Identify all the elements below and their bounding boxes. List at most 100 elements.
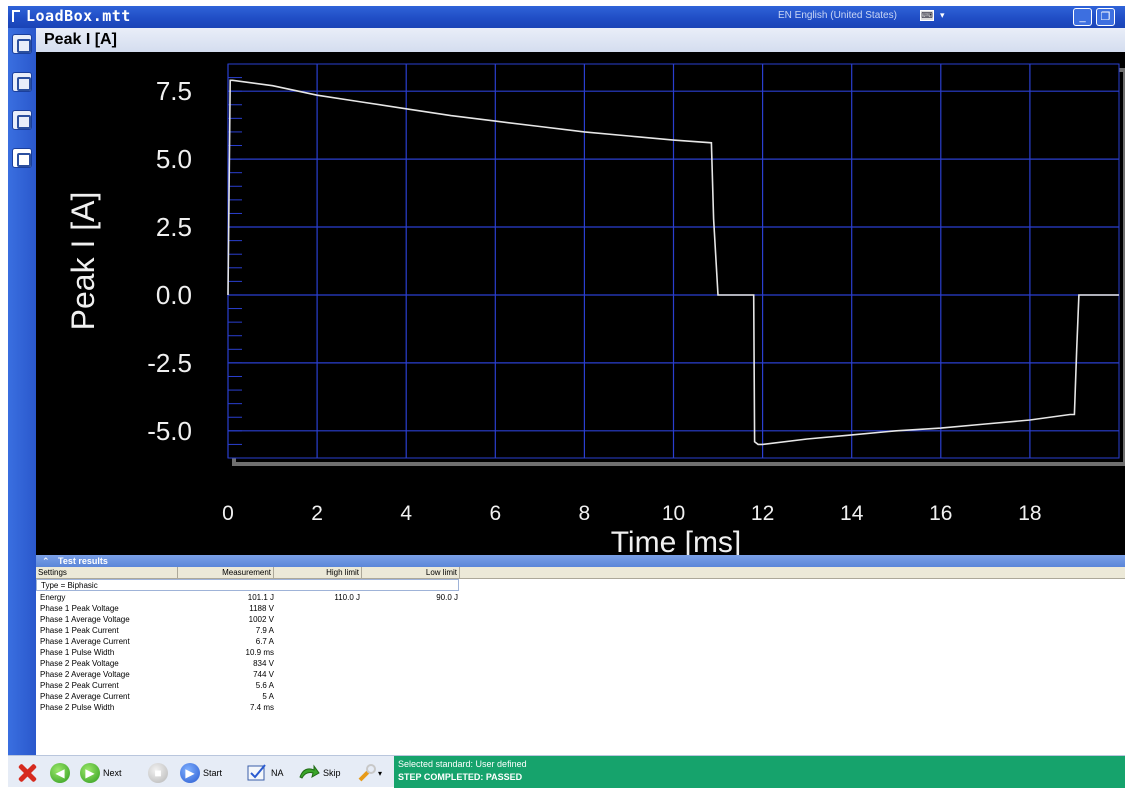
restore-button[interactable]: ❐ — [1096, 8, 1115, 26]
na-button[interactable]: NA — [246, 762, 284, 784]
selected-standard: Selected standard: User defined — [398, 759, 527, 769]
monitor-icon[interactable] — [12, 148, 32, 168]
result-measurement: 6.7 A — [255, 637, 274, 646]
table-row[interactable]: Phase 2 Average Voltage 744 V — [36, 669, 1125, 680]
table-row[interactable]: Phase 1 Average Voltage 1002 V — [36, 614, 1125, 625]
table-row[interactable]: Phase 2 Peak Voltage 834 V — [36, 658, 1125, 669]
start-label: Start — [203, 768, 223, 778]
x-tick-label: 6 — [489, 502, 501, 525]
x-tick-label: 0 — [222, 502, 234, 525]
result-measurement: 1188 V — [249, 604, 274, 613]
play-icon: ▶ — [180, 763, 200, 783]
start-button[interactable]: ▶ Start — [180, 762, 222, 784]
result-measurement: 7.9 A — [255, 626, 274, 635]
table-row[interactable]: Phase 2 Peak Current 5.6 A — [36, 680, 1125, 691]
x-tick-label: 10 — [662, 502, 685, 525]
result-name: Phase 2 Average Voltage — [40, 670, 130, 679]
chevron-down-icon[interactable]: ▾ — [940, 10, 945, 20]
result-name: Phase 1 Peak Current — [40, 626, 119, 635]
result-high-limit: 110.0 J — [334, 593, 360, 602]
x-tick-label: 2 — [311, 502, 323, 525]
table-row[interactable]: Energy 101.1 J 110.0 J 90.0 J — [36, 592, 1125, 603]
column-header-measurement[interactable]: Measurement — [178, 567, 274, 579]
checklist-icon — [247, 764, 266, 781]
skip-label: Skip — [323, 768, 341, 778]
wrench-icon — [358, 764, 376, 782]
result-name: Phase 2 Peak Voltage — [40, 659, 119, 668]
stop-icon: ■ — [148, 763, 168, 783]
arrow-left-icon: ◀ — [50, 763, 70, 783]
result-measurement: 744 V — [253, 670, 274, 679]
back-button[interactable]: ◀ — [50, 762, 70, 784]
panel-header: Peak I [A] — [36, 28, 1125, 52]
x-tick-label: 4 — [400, 502, 412, 525]
keyboard-icon[interactable]: ⌨ — [920, 10, 934, 21]
result-name: Phase 1 Average Current — [40, 637, 130, 646]
result-name: Phase 1 Peak Voltage — [40, 604, 119, 613]
result-measurement: 834 V — [253, 659, 274, 668]
window-title: LoadBox.mtt — [26, 7, 131, 25]
y-tick-label: -5.0 — [147, 416, 192, 446]
result-name: Phase 1 Average Voltage — [40, 615, 130, 624]
settings-icon[interactable] — [12, 34, 32, 54]
sequence-icon[interactable] — [12, 110, 32, 130]
minimize-button[interactable]: _ — [1073, 8, 1092, 26]
y-tick-label: 0.0 — [156, 280, 192, 310]
result-name: Phase 2 Pulse Width — [40, 703, 115, 712]
left-toolbar — [8, 28, 36, 758]
x-tick-label: 18 — [1018, 502, 1041, 525]
y-axis-label: Peak I [A] — [65, 192, 101, 331]
stop-button[interactable]: ■ — [148, 762, 168, 784]
result-measurement: 1002 V — [248, 615, 274, 624]
chevron-down-icon: ▾ — [378, 768, 383, 778]
next-button[interactable]: ▶ Next — [80, 762, 122, 784]
result-name: Phase 1 Pulse Width — [40, 648, 115, 657]
y-tick-label: -2.5 — [147, 348, 192, 378]
column-header-high-limit[interactable]: High limit — [274, 567, 362, 579]
close-icon — [16, 762, 38, 784]
result-name: Energy — [40, 593, 66, 602]
title-bar[interactable]: LoadBox.mtt EN English (United States) ⌨… — [8, 6, 1125, 28]
x-tick-label: 8 — [579, 502, 591, 525]
collapse-icon[interactable]: ⌃ — [42, 556, 50, 566]
x-axis-label: Time [ms] — [611, 526, 742, 555]
type-row[interactable]: Type = Biphasic — [36, 579, 459, 591]
result-measurement: 101.1 J — [247, 593, 274, 602]
result-low-limit: 90.0 J — [436, 593, 458, 602]
results-title: Test results — [58, 556, 108, 566]
abort-button[interactable] — [16, 762, 38, 784]
results-header[interactable]: ⌃ Test results — [36, 555, 1125, 567]
chart-svg: 0 2 4 6 8 10 12 14 16 18 7.5 5.0 2.5 0.0 -2.5 -5.0 Time … — [65, 63, 1125, 555]
result-measurement: 7.4 ms — [249, 703, 274, 712]
app-window: LoadBox.mtt EN English (United States) ⌨… — [8, 6, 1125, 788]
current-trace — [227, 79, 1119, 446]
skip-button[interactable]: Skip — [298, 762, 341, 784]
table-row[interactable]: Phase 2 Pulse Width 7.4 ms — [36, 702, 1125, 713]
table-row[interactable]: Phase 1 Peak Current 7.9 A — [36, 625, 1125, 636]
arrow-right-icon: ▶ — [80, 763, 100, 783]
result-measurement: 10.9 ms — [245, 648, 274, 657]
bottom-toolbar: ◀ ▶ Next ■ ▶ Start NA Skip — [8, 755, 1125, 788]
app-icon — [12, 10, 20, 22]
y-tick-label: 7.5 — [156, 76, 192, 106]
table-row[interactable]: Phase 1 Pulse Width 10.9 ms — [36, 647, 1125, 658]
na-label: NA — [271, 768, 284, 778]
step-status: STEP COMPLETED: PASSED — [398, 772, 523, 782]
column-header-low-limit[interactable]: Low limit — [362, 567, 460, 579]
table-row[interactable]: Phase 1 Peak Voltage 1188 V — [36, 603, 1125, 614]
y-tick-label: 2.5 — [156, 212, 192, 242]
result-name: Phase 2 Peak Current — [40, 681, 119, 690]
table-row[interactable]: Phase 1 Average Current 6.7 A — [36, 636, 1125, 647]
x-tick-label: 14 — [840, 502, 864, 525]
panel-title: Peak I [A] — [44, 31, 117, 48]
test-icon[interactable] — [12, 72, 32, 92]
column-header-settings[interactable]: Settings — [36, 567, 178, 579]
table-row[interactable]: Phase 2 Average Current 5 A — [36, 691, 1125, 702]
waveform-chart: 0 2 4 6 8 10 12 14 16 18 7.5 5.0 2.5 0.0 -2.5 -5.0 Time … — [36, 52, 1125, 555]
language-indicator[interactable]: EN English (United States) — [778, 10, 897, 21]
result-measurement: 5 A — [262, 692, 274, 701]
next-label: Next — [103, 768, 122, 778]
tools-button[interactable]: ▾ — [356, 762, 382, 784]
status-panel: Selected standard: User defined STEP COM… — [394, 756, 1125, 788]
results-panel: ⌃ Test results Settings Measurement High… — [36, 555, 1125, 755]
